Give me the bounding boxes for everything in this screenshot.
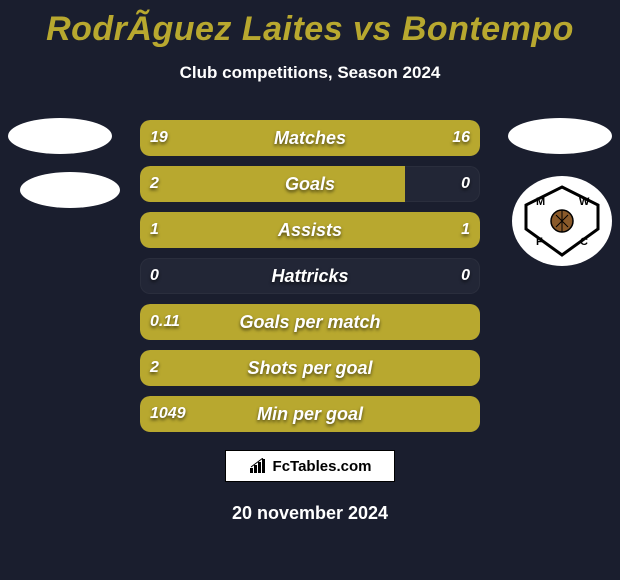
watermark: FcTables.com xyxy=(225,450,395,482)
stat-label: Min per goal xyxy=(140,396,480,432)
watermark-text: FcTables.com xyxy=(273,458,372,475)
svg-text:C: C xyxy=(580,236,588,248)
subtitle: Club competitions, Season 2024 xyxy=(0,63,620,83)
stat-label: Shots per goal xyxy=(140,350,480,386)
stat-row: 00Hattricks xyxy=(140,258,480,294)
svg-text:F: F xyxy=(536,236,543,248)
stat-row: 0.11Goals per match xyxy=(140,304,480,340)
page-title: RodrÃ­guez Laites vs Bontempo xyxy=(0,0,620,49)
stat-row: 11Assists xyxy=(140,212,480,248)
svg-text:M: M xyxy=(536,196,545,208)
svg-text:W: W xyxy=(579,196,590,208)
stat-label: Assists xyxy=(140,212,480,248)
stat-row: 1049Min per goal xyxy=(140,396,480,432)
stat-row: 1916Matches xyxy=(140,120,480,156)
stat-label: Goals per match xyxy=(140,304,480,340)
stat-label: Hattricks xyxy=(140,258,480,294)
team-left-badge-1 xyxy=(8,118,112,154)
stat-row: 20Goals xyxy=(140,166,480,202)
stat-label: Matches xyxy=(140,120,480,156)
chart-icon xyxy=(249,458,269,474)
stat-row: 2Shots per goal xyxy=(140,350,480,386)
team-right-badge-1 xyxy=(508,118,612,154)
stats-bars: 1916Matches 20Goals 11Assists 00Hattricks 0.… xyxy=(140,120,480,442)
shield-icon: M W F C xyxy=(522,185,602,257)
team-right-badge-2: M W F C xyxy=(512,176,612,266)
stat-label: Goals xyxy=(140,166,480,202)
team-left-badge-2 xyxy=(20,172,120,208)
date-label: 20 november 2024 xyxy=(0,503,620,524)
